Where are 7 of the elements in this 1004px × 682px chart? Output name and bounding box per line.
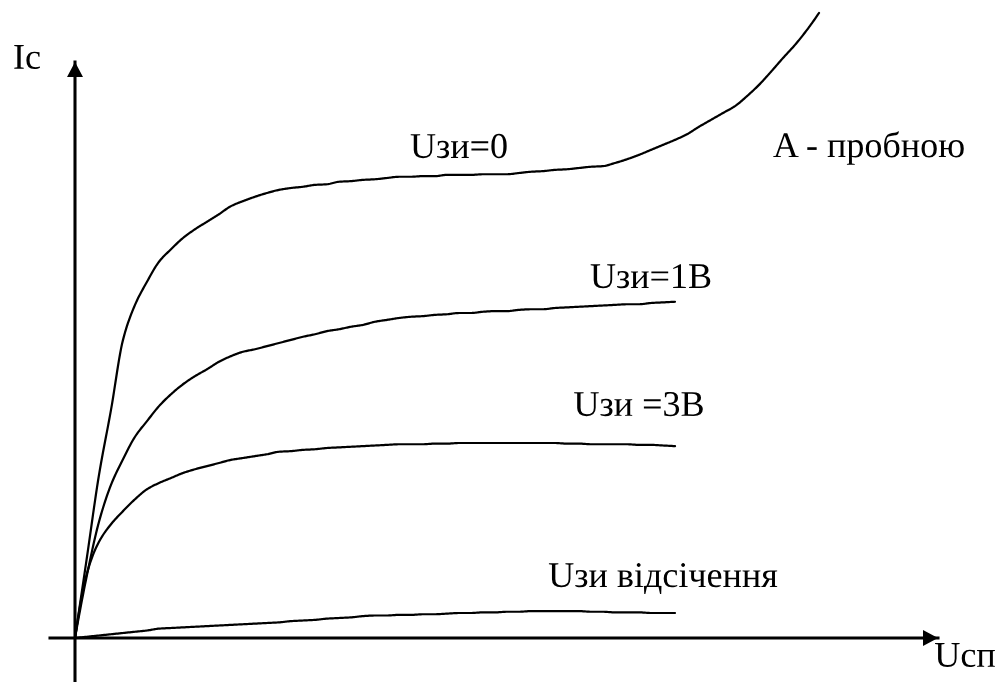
x-axis-title: Uсп <box>935 643 995 668</box>
annotation: A - пробною <box>773 131 964 165</box>
y-axis-title: Iс <box>14 45 40 70</box>
series-label: Uзи=0 <box>410 133 507 159</box>
series-label: Uзи=1В <box>590 264 711 289</box>
series-label: Uзи відсічення <box>548 563 778 594</box>
series-label: Uзи =3В <box>574 391 703 417</box>
